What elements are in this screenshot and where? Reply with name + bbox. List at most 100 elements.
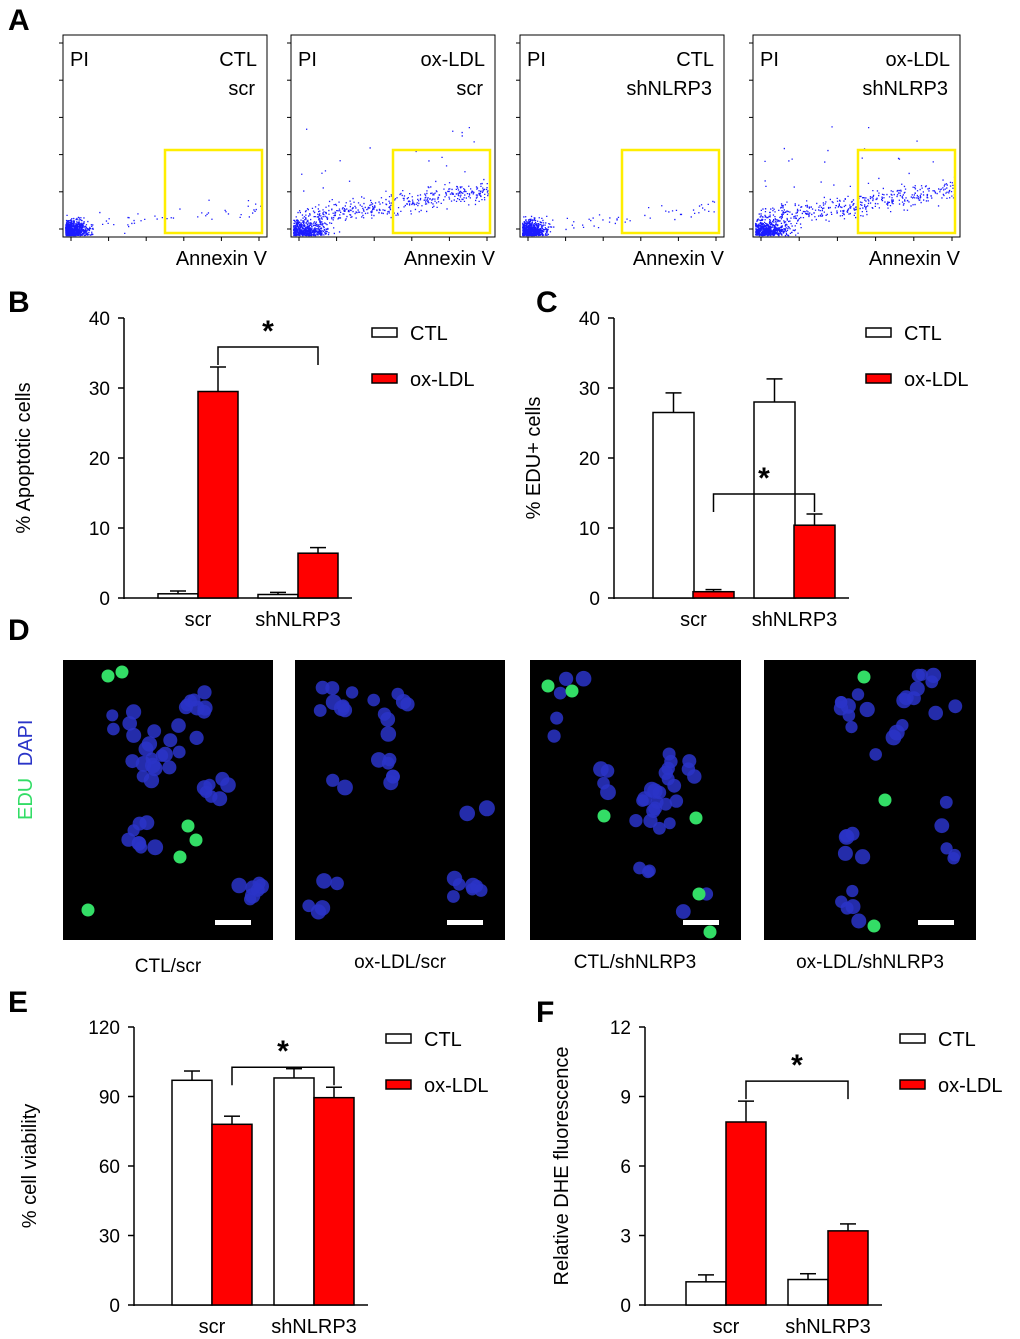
micro-panel-1-edu-nucleus [81, 903, 95, 917]
micro-panel-3-nucleus [575, 670, 592, 687]
micro-panel-4-nucleus [911, 668, 925, 682]
micro-panel-3-edu-nucleus [689, 811, 703, 825]
micro-panel-1-nucleus [197, 700, 213, 716]
micro-caption-3: CTL/shNLRP3 [574, 952, 697, 973]
chart-b-significance-bracket [217, 346, 319, 365]
micro-panel-2-scale-bar [447, 920, 483, 925]
micro-panel-4-nucleus [837, 845, 853, 861]
micro-panel-3-nucleus [636, 794, 649, 807]
chart-f-legend-swatch [899, 1079, 926, 1090]
micro-panel-3-nucleus [669, 794, 684, 808]
chart-e-legend-swatch [385, 1033, 412, 1044]
chart-f-category-label: scr [713, 1316, 740, 1338]
chart-f-significance-bracket [745, 1080, 849, 1100]
micro-panel-1-nucleus [197, 685, 212, 700]
chart-c-bar [753, 401, 796, 599]
stain-edu-label: EDU [15, 778, 37, 820]
micro-panel-4-scale-bar [918, 920, 954, 925]
micro-panel-3-edu-nucleus [692, 887, 706, 901]
flow-panel-4-frame [752, 34, 961, 238]
micro-panel-2-nucleus [371, 752, 387, 768]
flow-panel-2-apoptotic-gate [391, 148, 492, 235]
micro-panel-2-nucleus [326, 773, 340, 787]
micro-panel-4 [764, 660, 976, 940]
micro-panel-4-nucleus [869, 748, 882, 761]
micro-panel-2-nucleus [330, 876, 344, 891]
micro-panel-4-edu-nucleus [878, 793, 892, 807]
micro-panel-1-nucleus [138, 741, 154, 757]
chart-e-legend-label: CTL [424, 1029, 462, 1051]
chart-b-category-label: scr [185, 609, 212, 631]
micro-panel-2-nucleus [325, 694, 342, 710]
micro-panel-3-nucleus [642, 866, 655, 879]
chart-f-ytick-label: 0 [620, 1296, 631, 1317]
chart-e-legend-swatch [385, 1079, 412, 1090]
flow-panel-1-apoptotic-gate [163, 148, 264, 235]
micro-panel-1 [63, 660, 273, 940]
micro-panel-3-nucleus [659, 797, 673, 811]
flow-panel-4-condition-label: ox-LDL [886, 49, 950, 71]
flow-panel-1-condition-label: CTL [219, 49, 257, 71]
micro-panel-2-nucleus [377, 707, 391, 721]
micro-panel-3 [530, 660, 741, 940]
micro-panel-2-nucleus [313, 704, 327, 717]
micro-panel-3-nucleus [653, 821, 666, 835]
chart-e-significance-star: * [277, 1035, 289, 1068]
micro-panel-3-nucleus [648, 801, 662, 816]
micro-panel-2-nucleus [380, 726, 397, 742]
micro-panel-1-nucleus [162, 760, 177, 775]
micro-panel-3-edu-nucleus [703, 925, 717, 939]
chart-cell-viability: 0 30 60 90 120 % cell viability scr shNLRP3 CTL o… [19, 1018, 488, 1338]
micro-panel-3-nucleus [550, 711, 564, 725]
micro-panel-2-nucleus [345, 686, 359, 699]
micro-panel-1-nucleus [189, 730, 204, 746]
chart-b-ytick-label: 0 [99, 589, 110, 610]
micro-panel-2-nucleus [447, 890, 460, 903]
micro-panel-3-nucleus [559, 671, 574, 686]
chart-c-bar [692, 590, 735, 599]
micro-panel-1-nucleus [215, 771, 230, 786]
chart-f-ytick-label: 12 [610, 1018, 631, 1039]
flow-panel-3-condition-label: CTL [676, 49, 714, 71]
chart-c-category-label: shNLRP3 [752, 609, 838, 631]
micro-panel-4-nucleus [888, 724, 905, 741]
micro-panel-1-nucleus [231, 877, 247, 894]
flow-panel-1-treatment-label: scr [228, 78, 255, 100]
micro-panel-4-nucleus [909, 681, 925, 697]
micro-panel-1-edu-nucleus [115, 665, 129, 679]
chart-b-ytick-label: 10 [89, 519, 110, 540]
micro-panel-1-edu-nucleus [181, 819, 195, 833]
flow-panel-1-y-label: PI [70, 49, 89, 71]
chart-f-legend-label: CTL [938, 1029, 976, 1051]
micro-panel-1-nucleus [147, 839, 164, 856]
chart-c-legend-swatch [865, 327, 892, 338]
chart-b-bar [257, 593, 299, 599]
chart-b-legend-label: ox-LDL [410, 369, 474, 391]
micro-panel-4-nucleus [834, 696, 848, 709]
flow-panel-4-apoptotic-gate [856, 148, 957, 235]
micro-panel-1-edu-nucleus [189, 833, 203, 847]
chart-c-bar [793, 524, 836, 599]
panel-letter-f: F [536, 996, 554, 1029]
microscopy-panels: EDU DAPI CTL/scr ox-LDL/scr CTL/shNLRP3 … [15, 660, 976, 977]
micro-panel-3-nucleus [547, 729, 561, 743]
flow-panel-3-x-label: Annexin V [633, 248, 725, 270]
micro-panel-2-nucleus [314, 900, 331, 916]
flow-panel-4-events [755, 126, 956, 237]
flow-panel-3-treatment-label: shNLRP3 [626, 78, 712, 100]
micro-panel-2-nucleus [400, 697, 415, 712]
chart-dhe-fluorescence: 0 3 6 9 12 Relative DHE fluorescence scr shNLRP… [551, 1018, 1002, 1338]
micro-panel-4-nucleus [934, 818, 950, 834]
micro-panel-3-nucleus [663, 817, 676, 830]
chart-f-bar [787, 1278, 829, 1306]
chart-b-category-label: shNLRP3 [255, 609, 341, 631]
chart-c-ytick-label: 20 [579, 449, 600, 470]
micro-caption-1: CTL/scr [135, 956, 202, 977]
micro-panel-3-nucleus [658, 765, 673, 780]
micro-panel-2-nucleus [316, 873, 332, 889]
chart-b-legend-swatch [371, 327, 398, 338]
chart-b-bar [197, 390, 239, 599]
micro-panel-1-nucleus [155, 749, 169, 762]
micro-panel-3-scale-bar [683, 920, 719, 925]
